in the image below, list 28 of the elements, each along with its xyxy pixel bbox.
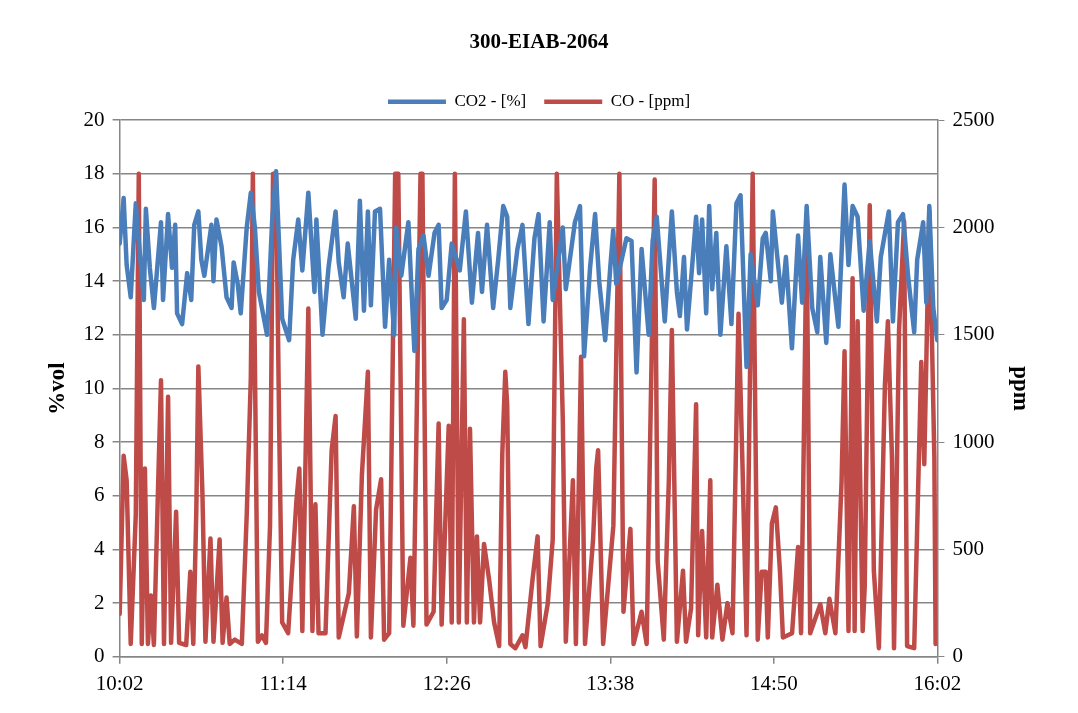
y2-tick-label: 2000 [952,214,995,239]
y-tick-label: 6 [94,482,105,507]
x-tick-label: 12:26 [422,670,471,695]
x-tick-label: 10:02 [95,670,144,695]
y-tick-label: 20 [83,106,105,131]
y-tick-label: 12 [83,321,105,346]
y-tick-label: 10 [83,375,105,400]
y2-tick-label: 1500 [952,321,995,346]
y-tick-label: 18 [83,160,105,185]
y2-tick-label: 0 [952,643,963,668]
y-tick-label: 2 [94,589,105,614]
y-tick-label: 8 [94,428,105,453]
y-tick-label: 0 [94,643,105,668]
legend-label: CO - [ppm] [610,91,691,111]
y-tick-label: 14 [83,267,106,292]
legend-label: CO2 - [%] [454,91,527,111]
y2-tick-label: 1000 [952,428,995,453]
x-tick-label: 16:02 [913,670,962,695]
y2-tick-label: 500 [952,536,984,560]
y2-tick-label: 2500 [952,106,995,131]
x-tick-label: 11:14 [259,670,308,695]
x-tick-label: 14:50 [749,670,798,695]
y2-axis-title: ppm [1009,366,1035,411]
y-tick-label: 16 [83,214,105,239]
x-tick-label: 13:38 [586,670,635,695]
y-axis-title: %vol [43,362,69,415]
chart-title: 300-EIAB-2064 [469,29,609,54]
y-tick-label: 4 [94,536,106,560]
